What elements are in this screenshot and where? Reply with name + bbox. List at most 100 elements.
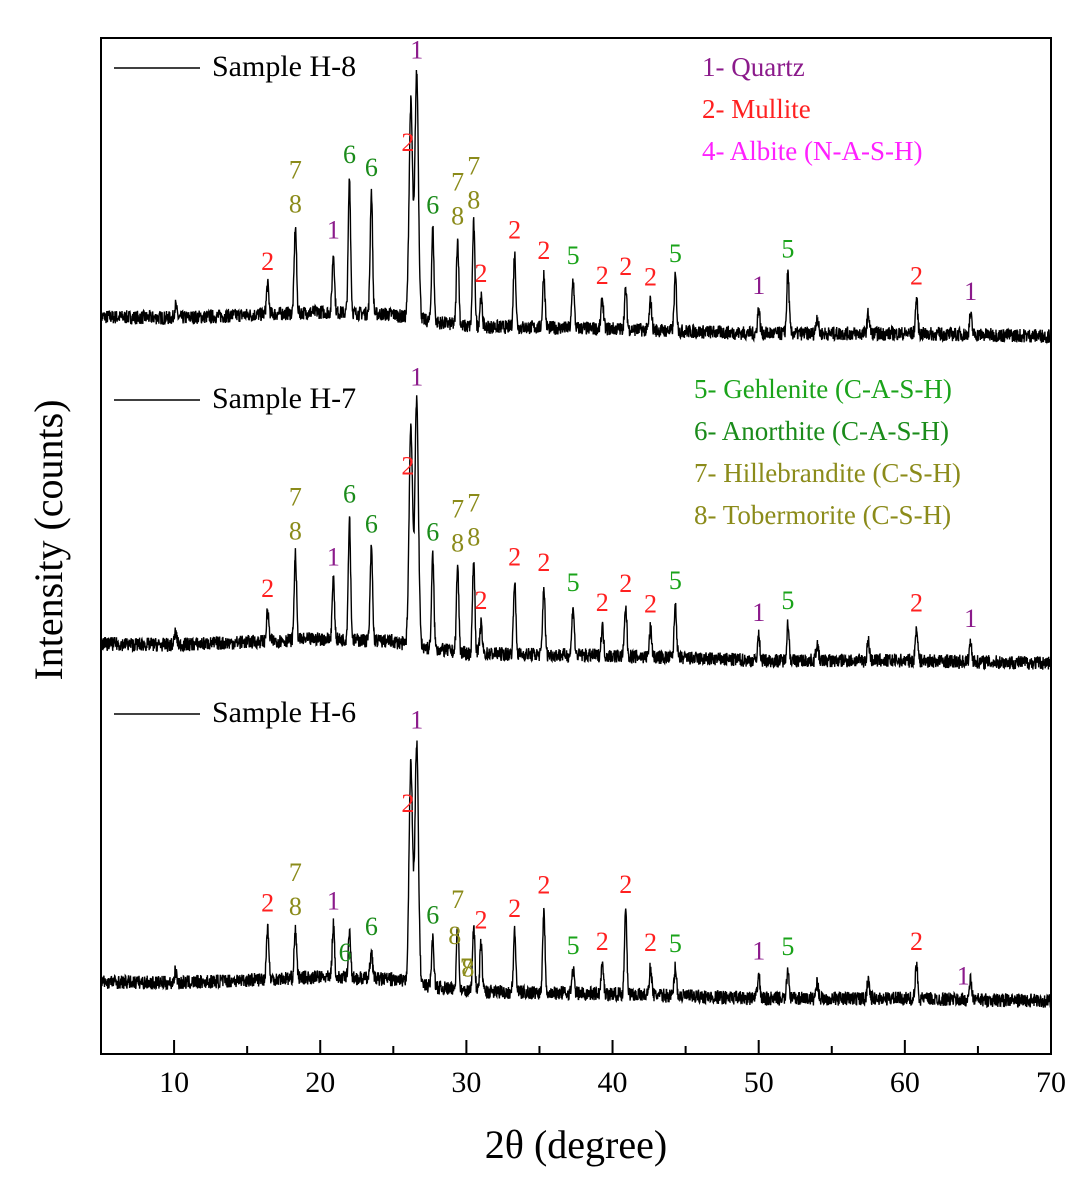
peak-label: 1: [327, 887, 340, 916]
trace-sample-h-7: [100, 395, 1052, 671]
peak-label: 5: [781, 586, 794, 615]
x-axis-label: 2θ (degree): [485, 1122, 667, 1167]
peak-label: 1: [410, 705, 423, 734]
phase-legend-item: 7- Hillebrandite (C-S-H): [694, 458, 961, 488]
peak-label: 2: [644, 928, 657, 957]
peak-label: 2: [619, 569, 632, 598]
x-axis-ticks: 10 20 30 40 50 60 70: [100, 1040, 1066, 1099]
x-tick-label: 60: [890, 1066, 920, 1099]
peak-label: 6: [339, 938, 352, 967]
peak-label: 2: [508, 894, 521, 923]
x-tick-label: 50: [744, 1066, 774, 1099]
y-axis-label: Intensity (counts): [26, 399, 71, 680]
peak-label: 1: [327, 543, 340, 572]
x-tick-label: 20: [305, 1066, 335, 1099]
peak-label: 5: [567, 931, 580, 960]
peak-label: 2: [596, 261, 609, 290]
peak-label: 2: [537, 236, 550, 265]
peak-label: 6: [426, 190, 439, 219]
xrd-traces: [100, 69, 1052, 1009]
peak-label: 2: [644, 263, 657, 292]
peak-label: 1: [752, 937, 765, 966]
peak-label: 1: [410, 362, 423, 391]
peak-label: 8: [289, 189, 302, 218]
peak-label: 1: [327, 216, 340, 245]
peak-label: 8: [451, 201, 464, 230]
peak-label: 6: [426, 517, 439, 546]
peak-label: 2: [596, 927, 609, 956]
peak-label: 2: [537, 871, 550, 900]
x-tick-label: 30: [451, 1066, 481, 1099]
peak-label: 7: [451, 494, 464, 523]
phase-legend-item: 2- Mullite: [702, 94, 811, 124]
peak-label: 2: [401, 451, 414, 480]
sample-legend-label: Sample H-7: [212, 382, 356, 415]
phase-legend-top: 1- Quartz 2- Mullite 4- Albite (N-A-S-H): [702, 52, 922, 166]
trace-sample-h-8: [100, 69, 1052, 345]
peak-label: 5: [781, 234, 794, 263]
peak-label: 2: [596, 588, 609, 617]
peak-label: 7: [460, 953, 473, 982]
peak-label: 1: [752, 598, 765, 627]
peak-label: 5: [567, 568, 580, 597]
peak-label: 2: [475, 259, 488, 288]
peak-label: 1: [964, 604, 977, 633]
peak-label: 7: [467, 488, 480, 517]
peak-label: 8: [467, 186, 480, 215]
trace-sample-h-6: [100, 740, 1052, 1009]
peak-label: 2: [910, 588, 923, 617]
phase-legend-item: 8- Tobermorite (C-S-H): [694, 500, 951, 530]
peak-label: 7: [289, 482, 302, 511]
peak-label: 7: [451, 167, 464, 196]
peak-label: 6: [365, 510, 378, 539]
x-tick-label: 40: [598, 1066, 628, 1099]
peak-label: 8: [467, 522, 480, 551]
peak-label: 8: [448, 921, 461, 950]
peak-label: 2: [619, 870, 632, 899]
peak-label: 2: [644, 590, 657, 619]
peak-label: 2: [401, 789, 414, 818]
peak-label: 1: [964, 277, 977, 306]
peak-label: 5: [669, 929, 682, 958]
peak-label: 6: [426, 901, 439, 930]
peak-label: 5: [669, 239, 682, 268]
peak-label: 7: [289, 155, 302, 184]
peak-label: 5: [781, 932, 794, 961]
peak-label: 2: [619, 252, 632, 281]
phase-legend-item: 1- Quartz: [702, 52, 805, 82]
peak-label: 5: [567, 241, 580, 270]
peak-label: 2: [261, 574, 274, 603]
peak-label: 2: [401, 128, 414, 157]
peak-label: 8: [289, 516, 302, 545]
peak-label: 2: [910, 927, 923, 956]
peak-label: 2: [508, 216, 521, 245]
phase-legend-middle: 5- Gehlenite (C-A-S-H) 6- Anorthite (C-A-…: [694, 374, 961, 530]
peak-label: 8: [451, 528, 464, 557]
peak-label: 2: [537, 548, 550, 577]
peak-label: 8: [289, 892, 302, 921]
phase-legend-item: 6- Anorthite (C-A-S-H): [694, 416, 949, 446]
peak-label: 7: [467, 152, 480, 181]
peak-label: 6: [343, 479, 356, 508]
plot-frame: [100, 37, 1052, 1055]
peak-label: 1: [752, 271, 765, 300]
sample-legend: Sample H-8 Sample H-7 Sample H-6: [114, 50, 356, 729]
peak-label: 6: [365, 912, 378, 941]
peak-label: 2: [910, 261, 923, 290]
phase-legend-item: 5- Gehlenite (C-A-S-H): [694, 374, 952, 404]
peak-label: 1: [957, 962, 970, 991]
sample-legend-label: Sample H-6: [212, 696, 356, 729]
x-tick-label: 10: [159, 1066, 189, 1099]
peak-label: 6: [365, 153, 378, 182]
peak-label: 2: [261, 888, 274, 917]
peak-label: 8: [461, 953, 474, 982]
peak-label: 6: [343, 140, 356, 169]
sample-legend-label: Sample H-8: [212, 50, 356, 83]
peak-label: 2: [261, 247, 274, 276]
peak-label: 5: [669, 566, 682, 595]
peak-label: 7: [289, 858, 302, 887]
peak-label: 1: [410, 35, 423, 64]
peak-label: 2: [508, 543, 521, 572]
